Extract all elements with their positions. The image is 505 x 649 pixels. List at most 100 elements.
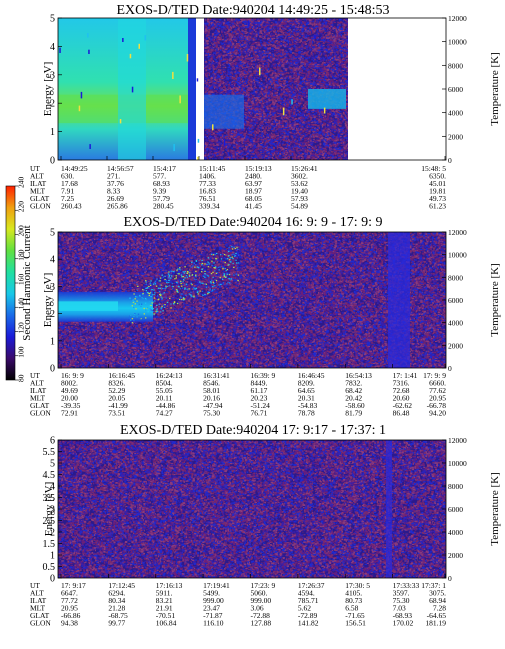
spectrogram-pixel [292, 85, 293, 86]
spectrogram-pixel [235, 91, 237, 93]
spectrogram-pixel [235, 158, 236, 160]
spectrogram-pixel [303, 133, 305, 134]
spectrogram-pixel [300, 143, 301, 144]
spectrogram-pixel [253, 136, 255, 137]
spectrogram-pixel [344, 143, 346, 144]
spectrogram-pixel [261, 76, 262, 77]
spectrogram-pixel [326, 45, 327, 46]
spectrogram-pixel [340, 68, 341, 69]
spectrogram-pixel [279, 120, 280, 121]
spectrogram-pixel [300, 112, 301, 114]
spectrogram-pixel [332, 118, 334, 120]
spectrogram-pixel [226, 27, 228, 28]
spectrogram-pixel [291, 48, 293, 49]
spectrogram-pixel [213, 92, 214, 93]
spectrogram-pixel [297, 27, 299, 29]
spectrogram-pixel [272, 100, 274, 101]
spectrogram-pixel [206, 149, 208, 150]
spectrogram-pixel [255, 137, 257, 138]
spectrogram-pixel [253, 117, 254, 118]
spectrogram-pixel [252, 100, 253, 101]
spectrogram-pixel [325, 40, 326, 42]
spectrogram-pixel [337, 22, 339, 24]
spectrogram-pixel [274, 128, 275, 130]
spectrogram-pixel [269, 83, 271, 85]
spectrogram-pixel [244, 31, 247, 32]
spectrogram-pixel [277, 146, 278, 148]
spectrogram-pixel [323, 86, 325, 88]
spectrogram-pixel [271, 132, 272, 134]
spectrogram-pixel [296, 108, 297, 110]
spectrogram-pixel [221, 57, 222, 58]
spectrogram-pixel [253, 111, 255, 112]
spectrogram-pixel [273, 147, 275, 149]
spectrogram-pixel [304, 104, 305, 105]
spectrogram-pixel [286, 54, 288, 55]
spectrogram-pixel [247, 128, 249, 129]
spectrogram-pixel [254, 39, 255, 41]
spectrogram-pixel [258, 62, 259, 63]
spectrogram-pixel [325, 31, 327, 32]
spectrogram-pixel [212, 156, 213, 158]
spectrogram-pixel [320, 60, 322, 62]
spectrogram-pixel [263, 42, 265, 43]
spectrogram-pixel [276, 112, 278, 113]
spectrogram-pixel [256, 94, 258, 95]
spectrogram-pixel [207, 142, 209, 144]
spectrogram-pixel [247, 89, 248, 90]
spectrogram-pixel [225, 75, 226, 76]
spectrogram-pixel [223, 35, 224, 37]
spectrogram-pixel [298, 31, 299, 32]
spectrogram-pixel [250, 66, 251, 68]
spectrogram-pixel [224, 76, 225, 78]
spectrogram-pixel [205, 47, 207, 49]
spectrogram-pixel [217, 21, 218, 23]
spectrogram-pixel [330, 29, 332, 31]
spectrogram-pixel [321, 43, 323, 44]
spectrogram-pixel [206, 77, 208, 78]
spectrogram-pixel [225, 44, 227, 45]
spectrogram-pixel [228, 73, 230, 74]
spectrogram-pixel [340, 51, 341, 53]
spectrogram-pixel [211, 43, 212, 44]
spectrogram-pixel [262, 94, 263, 95]
spectrogram-pixel [234, 84, 235, 86]
spectrogram-pixel [312, 41, 313, 43]
spectrogram-pixel [248, 61, 249, 62]
spectrogram-pixel [222, 131, 224, 132]
spectrogram-pixel [266, 123, 267, 124]
spectrogram-pixel [232, 138, 234, 139]
spectrogram-pixel [217, 147, 218, 149]
spectrogram-field [58, 18, 446, 164]
spectrogram-pixel [264, 53, 266, 54]
spectrogram-pixel [294, 139, 296, 140]
spectrogram-pixel [254, 130, 256, 131]
spectrogram-pixel [284, 71, 285, 73]
spectrogram-pixel [309, 49, 310, 50]
spectrogram-pixel [306, 48, 308, 50]
spectrogram-pixel [340, 142, 342, 144]
spectrogram-pixel [222, 57, 224, 58]
spectrogram-pixel [262, 75, 264, 76]
spectrogram-pixel [281, 150, 283, 151]
spectrogram-pixel [339, 147, 341, 148]
spectrogram-pixel [316, 78, 318, 80]
spectrogram-pixel [243, 66, 244, 68]
spectrogram-pixel [252, 66, 253, 68]
spectrogram-pixel [280, 52, 282, 54]
spectrogram-pixel [305, 58, 307, 60]
spectrogram-pixel [247, 140, 249, 142]
spectrogram-pixel [271, 155, 273, 156]
spectrogram-pixel [299, 38, 300, 39]
spectrogram-pixel [325, 123, 326, 125]
spectrogram-pixel [285, 154, 287, 156]
spectrogram-pixel [283, 76, 285, 77]
spectrogram-pixel [288, 139, 289, 140]
spectrogram-pixel [232, 74, 234, 75]
spectrogram-pixel [344, 79, 347, 81]
spectrogram-pixel [281, 100, 283, 101]
spectrogram-pixel [299, 33, 301, 35]
spectrogram-pixel [249, 68, 250, 69]
spectrogram-pixel [346, 36, 347, 38]
spectrogram-pixel [341, 145, 343, 146]
